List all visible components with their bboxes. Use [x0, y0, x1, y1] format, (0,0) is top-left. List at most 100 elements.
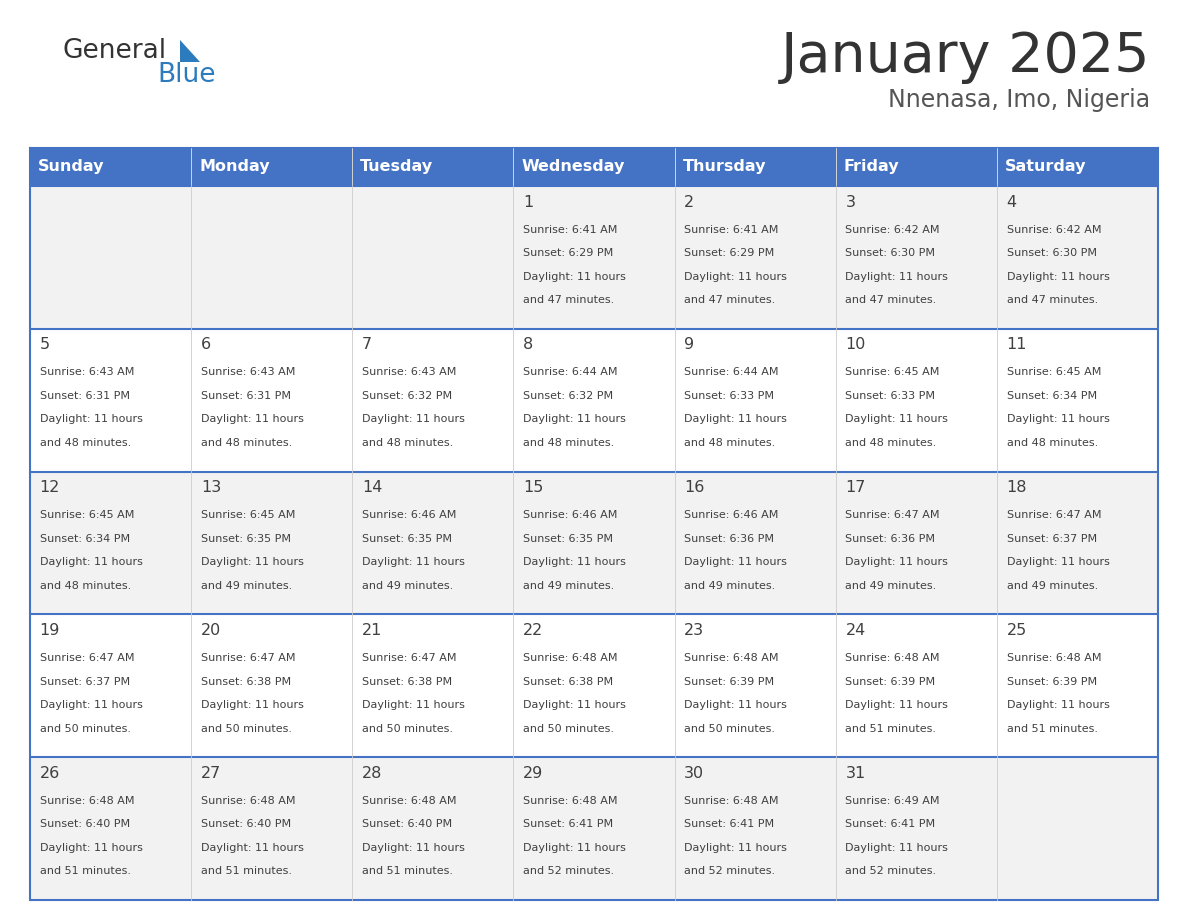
FancyBboxPatch shape: [353, 472, 513, 614]
Text: Sunrise: 6:48 AM: Sunrise: 6:48 AM: [201, 796, 296, 806]
Text: Tuesday: Tuesday: [360, 160, 434, 174]
FancyBboxPatch shape: [835, 614, 997, 757]
Text: Sunrise: 6:47 AM: Sunrise: 6:47 AM: [201, 653, 296, 663]
Text: 18: 18: [1006, 480, 1026, 495]
Text: 8: 8: [523, 338, 533, 353]
FancyBboxPatch shape: [513, 757, 675, 900]
Text: Sunset: 6:35 PM: Sunset: 6:35 PM: [523, 533, 613, 543]
Text: Sunset: 6:32 PM: Sunset: 6:32 PM: [362, 391, 453, 401]
Text: Sunrise: 6:48 AM: Sunrise: 6:48 AM: [1006, 653, 1101, 663]
Text: Sunrise: 6:43 AM: Sunrise: 6:43 AM: [362, 367, 456, 377]
Text: and 52 minutes.: and 52 minutes.: [523, 867, 614, 877]
Text: Sunrise: 6:42 AM: Sunrise: 6:42 AM: [846, 225, 940, 235]
Text: General: General: [62, 38, 166, 64]
FancyBboxPatch shape: [835, 329, 997, 472]
Text: Daylight: 11 hours: Daylight: 11 hours: [1006, 557, 1110, 567]
FancyBboxPatch shape: [513, 186, 675, 329]
Text: and 51 minutes.: and 51 minutes.: [201, 867, 292, 877]
FancyBboxPatch shape: [191, 472, 353, 614]
Text: Sunset: 6:29 PM: Sunset: 6:29 PM: [684, 248, 775, 258]
Text: Sunrise: 6:42 AM: Sunrise: 6:42 AM: [1006, 225, 1101, 235]
Text: Daylight: 11 hours: Daylight: 11 hours: [684, 272, 788, 282]
Text: Daylight: 11 hours: Daylight: 11 hours: [39, 557, 143, 567]
FancyBboxPatch shape: [353, 186, 513, 329]
Text: 15: 15: [523, 480, 543, 495]
Text: Daylight: 11 hours: Daylight: 11 hours: [362, 557, 465, 567]
Text: 16: 16: [684, 480, 704, 495]
Text: Sunrise: 6:48 AM: Sunrise: 6:48 AM: [523, 796, 618, 806]
Text: Sunrise: 6:48 AM: Sunrise: 6:48 AM: [684, 653, 779, 663]
Text: Sunset: 6:39 PM: Sunset: 6:39 PM: [1006, 677, 1097, 687]
Text: Sunrise: 6:47 AM: Sunrise: 6:47 AM: [362, 653, 456, 663]
FancyBboxPatch shape: [513, 148, 675, 186]
Text: Sunrise: 6:46 AM: Sunrise: 6:46 AM: [523, 510, 618, 521]
Text: Sunrise: 6:41 AM: Sunrise: 6:41 AM: [684, 225, 778, 235]
Text: 28: 28: [362, 766, 383, 781]
Text: Sunrise: 6:48 AM: Sunrise: 6:48 AM: [362, 796, 456, 806]
Text: and 50 minutes.: and 50 minutes.: [201, 723, 292, 733]
FancyBboxPatch shape: [513, 614, 675, 757]
Text: Sunset: 6:34 PM: Sunset: 6:34 PM: [39, 533, 129, 543]
Text: Daylight: 11 hours: Daylight: 11 hours: [846, 272, 948, 282]
FancyBboxPatch shape: [675, 186, 835, 329]
Text: Daylight: 11 hours: Daylight: 11 hours: [523, 415, 626, 424]
Text: 4: 4: [1006, 195, 1017, 209]
Text: Sunset: 6:40 PM: Sunset: 6:40 PM: [362, 820, 453, 829]
Text: Daylight: 11 hours: Daylight: 11 hours: [684, 415, 788, 424]
Text: 20: 20: [201, 623, 221, 638]
Text: Daylight: 11 hours: Daylight: 11 hours: [39, 700, 143, 711]
Text: Sunset: 6:41 PM: Sunset: 6:41 PM: [684, 820, 775, 829]
Text: Sunset: 6:38 PM: Sunset: 6:38 PM: [201, 677, 291, 687]
Text: 30: 30: [684, 766, 704, 781]
FancyBboxPatch shape: [675, 757, 835, 900]
Text: Sunset: 6:40 PM: Sunset: 6:40 PM: [201, 820, 291, 829]
Text: Sunrise: 6:44 AM: Sunrise: 6:44 AM: [684, 367, 779, 377]
Text: and 50 minutes.: and 50 minutes.: [523, 723, 614, 733]
Text: Saturday: Saturday: [1005, 160, 1086, 174]
Text: and 49 minutes.: and 49 minutes.: [1006, 581, 1098, 591]
Text: 17: 17: [846, 480, 866, 495]
FancyBboxPatch shape: [997, 329, 1158, 472]
Text: 14: 14: [362, 480, 383, 495]
FancyBboxPatch shape: [191, 614, 353, 757]
Text: Sunset: 6:36 PM: Sunset: 6:36 PM: [684, 533, 775, 543]
FancyBboxPatch shape: [675, 614, 835, 757]
Text: 24: 24: [846, 623, 866, 638]
Text: Sunset: 6:30 PM: Sunset: 6:30 PM: [1006, 248, 1097, 258]
Text: Monday: Monday: [200, 160, 270, 174]
Text: Sunset: 6:34 PM: Sunset: 6:34 PM: [1006, 391, 1097, 401]
Text: and 48 minutes.: and 48 minutes.: [846, 438, 936, 448]
Text: and 52 minutes.: and 52 minutes.: [846, 867, 936, 877]
FancyBboxPatch shape: [675, 472, 835, 614]
Text: 22: 22: [523, 623, 543, 638]
Polygon shape: [181, 40, 200, 62]
FancyBboxPatch shape: [997, 757, 1158, 900]
Text: and 51 minutes.: and 51 minutes.: [39, 867, 131, 877]
FancyBboxPatch shape: [353, 614, 513, 757]
Text: and 47 minutes.: and 47 minutes.: [846, 296, 936, 306]
Text: and 49 minutes.: and 49 minutes.: [523, 581, 614, 591]
Text: 11: 11: [1006, 338, 1026, 353]
Text: Sunrise: 6:44 AM: Sunrise: 6:44 AM: [523, 367, 618, 377]
Text: Sunset: 6:41 PM: Sunset: 6:41 PM: [846, 820, 935, 829]
Text: Daylight: 11 hours: Daylight: 11 hours: [523, 843, 626, 853]
Text: Wednesday: Wednesday: [522, 160, 625, 174]
FancyBboxPatch shape: [191, 329, 353, 472]
Text: Daylight: 11 hours: Daylight: 11 hours: [201, 843, 304, 853]
FancyBboxPatch shape: [30, 148, 191, 186]
FancyBboxPatch shape: [353, 148, 513, 186]
FancyBboxPatch shape: [835, 148, 997, 186]
Text: Sunset: 6:37 PM: Sunset: 6:37 PM: [1006, 533, 1097, 543]
Text: and 49 minutes.: and 49 minutes.: [684, 581, 776, 591]
FancyBboxPatch shape: [30, 329, 191, 472]
Text: 3: 3: [846, 195, 855, 209]
Text: 5: 5: [39, 338, 50, 353]
FancyBboxPatch shape: [997, 472, 1158, 614]
Text: and 49 minutes.: and 49 minutes.: [846, 581, 936, 591]
Text: Sunrise: 6:49 AM: Sunrise: 6:49 AM: [846, 796, 940, 806]
Text: Daylight: 11 hours: Daylight: 11 hours: [39, 843, 143, 853]
Text: Sunrise: 6:47 AM: Sunrise: 6:47 AM: [1006, 510, 1101, 521]
Text: 29: 29: [523, 766, 543, 781]
FancyBboxPatch shape: [675, 329, 835, 472]
Text: and 48 minutes.: and 48 minutes.: [39, 438, 131, 448]
